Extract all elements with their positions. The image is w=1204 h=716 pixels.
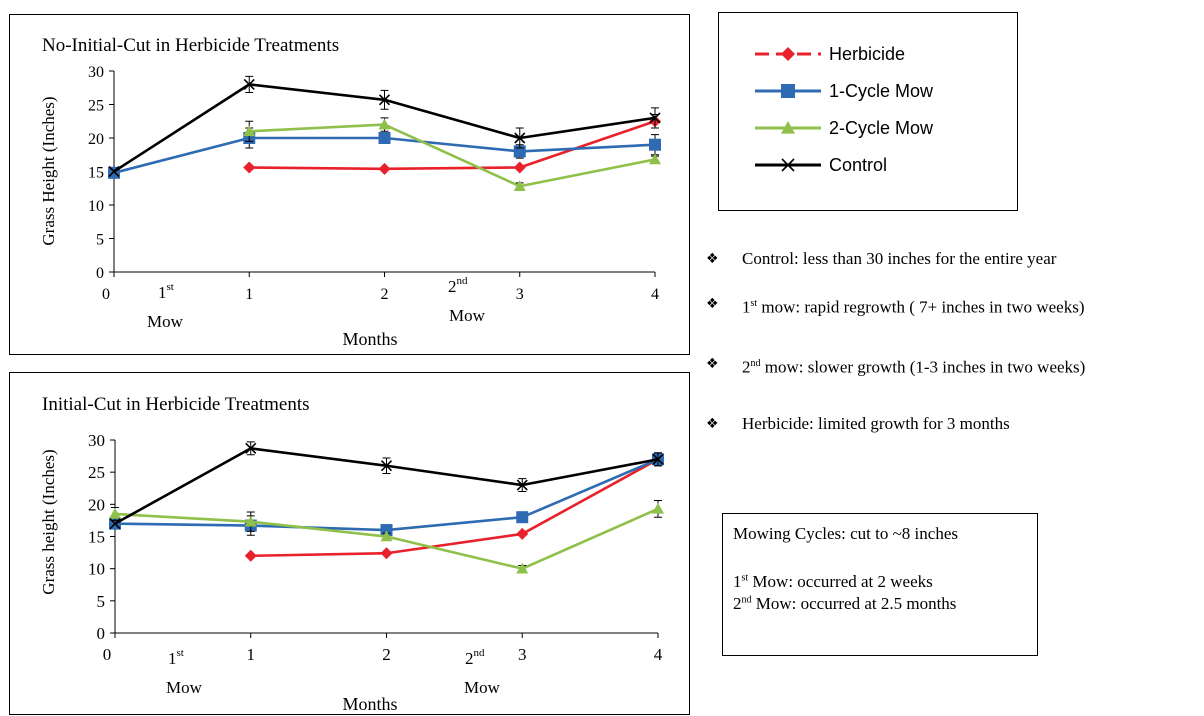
legend-swatch xyxy=(753,113,823,143)
y-tick-label: 15 xyxy=(88,165,104,182)
mowing-cycles-box: Mowing Cycles: cut to ~8 inches 1st Mow:… xyxy=(722,513,1038,656)
diamond-bullet-icon: ❖ xyxy=(706,353,719,375)
data-point-1-cycle-mow xyxy=(379,132,391,144)
series-line-2-cycle-mow xyxy=(249,125,655,187)
x-tick-label: 4 xyxy=(654,645,663,664)
data-point-2-cycle-mow xyxy=(649,153,661,164)
legend-label: 2-Cycle Mow xyxy=(829,118,933,139)
x-tick-label: 0 xyxy=(103,645,112,664)
chart-title: No-Initial-Cut in Herbicide Treatments xyxy=(42,35,339,56)
y-tick-label: 20 xyxy=(88,495,105,514)
finding-text: 1st mow: rapid regrowth ( 7+ inches in t… xyxy=(742,293,1202,319)
y-axis-label: Grass Height (Inches) xyxy=(39,96,58,245)
y-tick-label: 0 xyxy=(97,624,106,643)
svg-text:2nd: 2nd xyxy=(465,647,485,668)
data-point-1-cycle-mow xyxy=(516,511,528,523)
series-control xyxy=(110,442,663,529)
y-tick-label: 25 xyxy=(88,98,104,115)
mowing-cycles-line: Mowing Cycles: cut to ~8 inches xyxy=(733,524,958,544)
legend-label: Herbicide xyxy=(829,44,905,65)
y-axis-label: Grass height (Inches) xyxy=(39,449,58,594)
legend-label: 1-Cycle Mow xyxy=(829,81,933,102)
mow-1-label: 1st Mow xyxy=(166,647,203,697)
svg-text:1st: 1st xyxy=(168,647,184,668)
x-tick-label: 3 xyxy=(516,286,524,303)
finding-text: Control: less than 30 inches for the ent… xyxy=(742,248,1202,270)
plot-area: 0 5 10 15 20 25 30 0 1 2 3 4 xyxy=(88,431,664,664)
y-tick-label: 30 xyxy=(88,64,104,81)
mow-1-label: 1st Mow xyxy=(147,281,184,331)
data-point-herbicide xyxy=(516,528,528,540)
diamond-bullet-icon: ❖ xyxy=(706,293,719,315)
x-axis-label: Months xyxy=(342,329,397,349)
y-tick-label: 20 xyxy=(88,131,104,148)
x-tick-label: 2 xyxy=(382,645,391,664)
mow-2-label: 2nd Mow xyxy=(464,647,501,697)
first-mow-line: 1st Mow: occurred at 2 weeks xyxy=(733,572,933,592)
mow-2-label: 2nd Mow xyxy=(448,275,486,325)
chart-legend: Herbicide 1-Cycle Mow 2-Cycle Mow Control xyxy=(718,12,1018,211)
x-tick-label: 2 xyxy=(381,286,389,303)
y-tick-label: 10 xyxy=(88,560,105,579)
data-point-2-cycle-mow xyxy=(652,503,664,514)
x-tick-label: 4 xyxy=(651,286,659,303)
chart-svg-initial-cut: Initial-Cut in Herbicide Treatments Gras… xyxy=(10,373,691,716)
legend-label: Control xyxy=(829,155,887,176)
x-tick-label: 0 xyxy=(102,286,110,303)
svg-text:2nd: 2nd xyxy=(448,275,468,296)
chart-title: Initial-Cut in Herbicide Treatments xyxy=(42,394,310,415)
chart-panel-no-initial-cut: No-Initial-Cut in Herbicide Treatments G… xyxy=(9,14,690,355)
legend-item-2-cycle-mow: 2-Cycle Mow xyxy=(719,113,1019,143)
data-point-herbicide xyxy=(381,547,393,559)
plot-area: 0 5 10 15 20 25 30 0 1 2 3 4 xyxy=(88,64,661,303)
svg-text:Mow: Mow xyxy=(166,678,203,697)
finding-text: 2nd mow: slower growth (1-3 inches in tw… xyxy=(742,353,1202,379)
x-axis-label: Months xyxy=(342,694,397,714)
legend-item-1-cycle-mow: 1-Cycle Mow xyxy=(719,76,1019,106)
data-point-1-cycle-mow xyxy=(649,139,661,151)
diamond-bullet-icon: ❖ xyxy=(706,248,719,270)
y-tick-label: 0 xyxy=(96,265,104,282)
data-point-herbicide xyxy=(514,161,526,173)
legend-swatch xyxy=(753,39,823,69)
y-tick-label: 5 xyxy=(96,232,104,249)
chart-panel-initial-cut: Initial-Cut in Herbicide Treatments Gras… xyxy=(9,372,690,715)
legend-swatch xyxy=(753,150,823,180)
x-tick-label: 1 xyxy=(245,286,253,303)
svg-text:1st: 1st xyxy=(158,281,174,302)
y-tick-label: 10 xyxy=(88,198,104,215)
svg-text:Mow: Mow xyxy=(147,312,184,331)
series-2-cycle-mow xyxy=(109,500,664,573)
data-point-herbicide xyxy=(243,161,255,173)
x-tick-label: 1 xyxy=(247,645,256,664)
chart-svg-no-initial-cut: No-Initial-Cut in Herbicide Treatments G… xyxy=(10,15,691,356)
series-line-herbicide xyxy=(251,459,658,556)
y-tick-label: 30 xyxy=(88,431,105,450)
svg-text:Mow: Mow xyxy=(449,306,486,325)
legend-swatch xyxy=(753,76,823,106)
second-mow-line: 2nd Mow: occurred at 2.5 months xyxy=(733,594,956,614)
y-tick-label: 5 xyxy=(97,592,106,611)
finding-text: Herbicide: limited growth for 3 months xyxy=(742,413,1202,435)
legend-item-herbicide: Herbicide xyxy=(719,39,1019,69)
data-point-herbicide xyxy=(245,550,257,562)
x-tick-label: 3 xyxy=(518,645,527,664)
diamond-bullet-icon: ❖ xyxy=(706,413,719,435)
svg-text:Mow: Mow xyxy=(464,678,501,697)
legend-item-control: Control xyxy=(719,150,1019,180)
y-tick-label: 25 xyxy=(88,463,105,482)
series-2-cycle-mow xyxy=(243,118,661,191)
y-tick-label: 15 xyxy=(88,528,105,547)
data-point-herbicide xyxy=(379,163,391,175)
